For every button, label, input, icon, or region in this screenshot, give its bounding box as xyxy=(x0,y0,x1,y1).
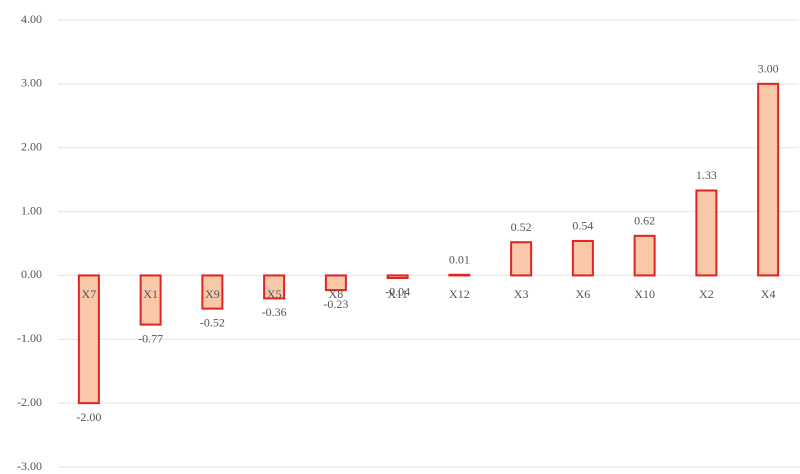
x-tick-label: X8 xyxy=(329,287,344,301)
bar xyxy=(324,274,347,292)
x-tick-label: X7 xyxy=(82,287,97,301)
x-tick-label: X6 xyxy=(576,287,591,301)
value-label: -0.23 xyxy=(323,297,348,311)
x-tick-label: X4 xyxy=(761,287,776,301)
bar xyxy=(695,189,718,277)
bar xyxy=(633,234,656,277)
bar xyxy=(757,82,780,277)
bar xyxy=(510,241,533,277)
x-tick-label: X10 xyxy=(634,287,655,301)
y-tick-label: -1.00 xyxy=(17,331,42,345)
bar xyxy=(263,274,286,300)
x-tick-label: X3 xyxy=(514,287,529,301)
value-label: -0.04 xyxy=(385,285,410,299)
bar xyxy=(386,274,409,279)
value-label: 0.62 xyxy=(634,214,655,228)
value-label: 0.01 xyxy=(449,253,470,267)
x-tick-label: X11 xyxy=(388,287,408,301)
x-tick-label: X9 xyxy=(205,287,220,301)
bar xyxy=(448,273,471,277)
bar xyxy=(571,239,594,277)
y-tick-label: -2.00 xyxy=(17,395,42,409)
bar xyxy=(201,274,224,310)
x-tick-label: X5 xyxy=(267,287,282,301)
x-tick-label: X2 xyxy=(699,287,714,301)
y-tick-label: -3.00 xyxy=(17,459,42,473)
y-tick-label: 4.00 xyxy=(21,12,42,26)
y-tick-label: 3.00 xyxy=(21,76,42,90)
y-tick-label: 2.00 xyxy=(21,139,42,153)
value-label: -2.00 xyxy=(76,410,101,424)
y-tick-label: 0.00 xyxy=(21,267,42,281)
value-label: -0.52 xyxy=(200,315,225,329)
value-label: 0.52 xyxy=(511,220,532,234)
value-label: -0.36 xyxy=(262,305,287,319)
value-label: 0.54 xyxy=(572,219,593,233)
value-label: -0.77 xyxy=(138,331,163,345)
bar xyxy=(139,274,162,326)
x-tick-label: X1 xyxy=(143,287,158,301)
y-tick-label: 1.00 xyxy=(21,203,42,217)
value-label: 1.33 xyxy=(696,168,717,182)
bar xyxy=(77,274,100,405)
x-tick-label: X12 xyxy=(449,287,470,301)
value-label: 3.00 xyxy=(758,62,779,76)
